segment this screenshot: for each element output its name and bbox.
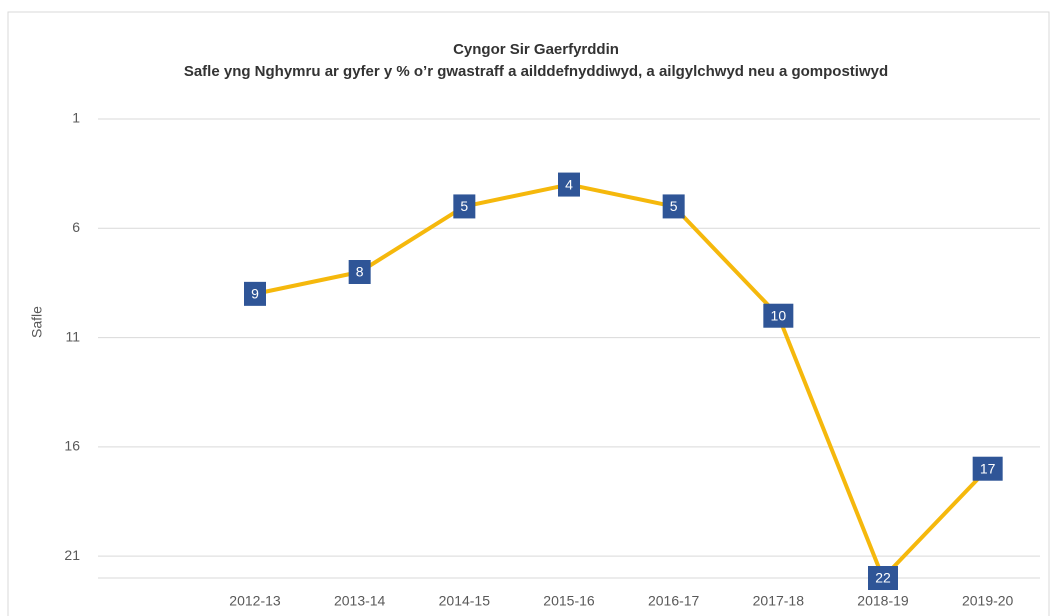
- y-axis-label: Safle: [29, 306, 45, 338]
- data-label-box: [348, 260, 371, 284]
- data-label-box: [763, 303, 794, 328]
- x-tick-label: 2017-18: [753, 593, 805, 609]
- y-tick-label: 16: [64, 438, 80, 454]
- y-tick-label: 1: [72, 110, 80, 126]
- y-tick-label: 11: [65, 328, 80, 344]
- x-tick-label: 2012-13: [229, 593, 281, 609]
- data-label-box: [558, 172, 580, 197]
- data-label-box: [453, 194, 476, 219]
- chart-frame: [7, 11, 1050, 616]
- x-tick-label: 2013-14: [334, 593, 386, 609]
- chart-title: Cyngor Sir Gaerfyrddin: [453, 41, 619, 58]
- x-tick-label: 2014-15: [439, 593, 491, 609]
- data-label-box: [662, 194, 685, 219]
- data-label: 10: [771, 307, 787, 323]
- data-label-box: [868, 566, 898, 590]
- x-tick-label: 2016-17: [648, 593, 700, 609]
- data-label: 4: [565, 176, 573, 192]
- data-label: 9: [251, 286, 259, 302]
- data-label: 8: [356, 264, 364, 280]
- x-tick-label: 2015-16: [543, 593, 595, 609]
- chart-subtitle: Safle yng Nghymru ar gyfer y % o’r gwast…: [184, 63, 888, 80]
- line: [254, 182, 990, 580]
- y-tick-label: 6: [72, 219, 80, 235]
- data-label-box: [244, 281, 266, 306]
- data-label: 17: [980, 460, 996, 476]
- y-tick-label: 21: [64, 547, 80, 563]
- data-label: 5: [670, 198, 678, 214]
- x-tick-label: 2018-19: [857, 593, 909, 609]
- data-label-box: [972, 456, 1003, 481]
- data-label: 5: [460, 198, 468, 214]
- x-tick-label: 2019-20: [962, 593, 1014, 609]
- data-label: 22: [875, 570, 891, 586]
